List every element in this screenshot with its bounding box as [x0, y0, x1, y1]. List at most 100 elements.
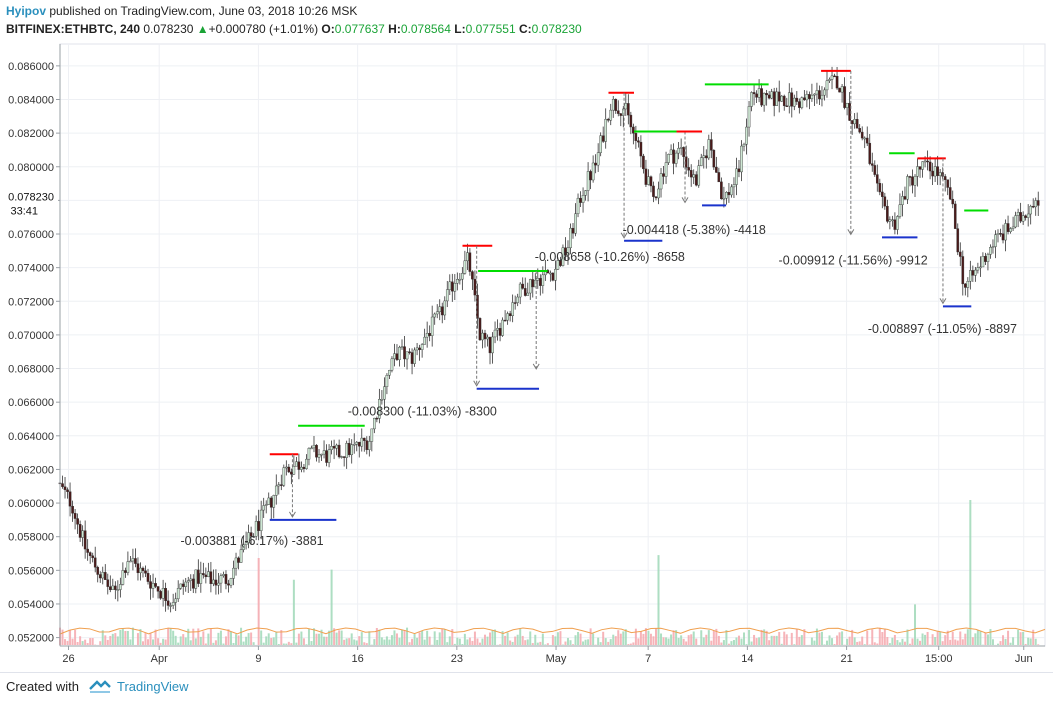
volume-bar	[869, 644, 871, 645]
candle-up	[185, 582, 187, 587]
candle-up	[346, 443, 348, 457]
drawdown-label: -0.008897 (-11.05%) -8897	[868, 322, 1017, 336]
candle-down	[92, 556, 94, 558]
candle-up	[597, 153, 599, 165]
volume-bar	[300, 632, 302, 645]
low-value: 0.077551	[466, 22, 516, 36]
candle-down	[202, 573, 204, 574]
candle-down	[904, 196, 906, 199]
candle-down	[874, 165, 876, 174]
candle-down	[205, 575, 207, 577]
candle-down	[796, 98, 798, 101]
candle-down	[509, 314, 511, 316]
x-tick-label: Apr	[151, 653, 168, 665]
candle-up	[743, 144, 745, 146]
volume-bar	[1027, 638, 1029, 645]
volume-bar	[889, 643, 891, 645]
volume-bar	[456, 638, 458, 645]
y-tick-label: 0.058000	[8, 532, 54, 544]
volume-bar	[441, 628, 443, 645]
candle-down	[650, 177, 652, 186]
volume-bar	[499, 644, 501, 645]
volume-bar	[479, 643, 481, 645]
volume-bar	[690, 634, 692, 645]
candle-up	[117, 590, 119, 591]
candle-up	[921, 162, 923, 170]
volume-bar	[1037, 644, 1039, 645]
candle-up	[793, 98, 795, 106]
candle-down	[237, 558, 239, 563]
volume-bar	[494, 630, 496, 645]
candle-up	[969, 270, 971, 281]
volume-bar	[331, 570, 333, 645]
candle-down	[861, 132, 863, 138]
candle-down	[315, 445, 317, 457]
candle-up	[195, 570, 197, 588]
volume-bar	[917, 639, 919, 645]
candle-up	[336, 445, 338, 448]
candle-down	[808, 94, 810, 98]
candle-up	[781, 96, 783, 101]
candle-up	[207, 572, 209, 577]
candle-up	[542, 275, 544, 286]
tradingview-link[interactable]: TradingView	[117, 679, 189, 694]
volume-bar	[160, 643, 162, 645]
volume-bar	[627, 644, 629, 645]
volume-bar	[305, 644, 307, 645]
candle-down	[718, 172, 720, 181]
candle-down	[766, 93, 768, 95]
volume-bar	[791, 633, 793, 645]
volume-bar	[165, 640, 167, 645]
volume-bar	[265, 636, 267, 645]
candle-down	[783, 96, 785, 106]
tradingview-logo-icon[interactable]	[88, 678, 112, 694]
volume-bar	[378, 630, 380, 645]
candle-up	[398, 347, 400, 360]
drawdown-label: -0.008300 (-11.03%) -8300	[348, 405, 497, 419]
candle-down	[843, 86, 845, 107]
candle-up	[439, 307, 441, 312]
volume-bar	[735, 637, 737, 645]
candle-up	[406, 352, 408, 359]
candle-up	[328, 450, 330, 463]
candle-up	[426, 333, 428, 337]
candle-up	[569, 228, 571, 248]
candle-down	[94, 558, 96, 567]
candle-down	[879, 183, 881, 192]
candle-down	[710, 140, 712, 151]
candle-up	[997, 233, 999, 234]
candle-down	[499, 328, 501, 335]
volume-bar	[222, 644, 224, 645]
volume-bar	[316, 634, 318, 645]
candle-down	[77, 519, 79, 525]
volume-bar	[1035, 639, 1037, 645]
volume-bar	[401, 630, 403, 645]
candle-up	[424, 337, 426, 344]
drawdown-label: -0.004418 (-5.38%) -4418	[623, 223, 766, 237]
candle-up	[667, 154, 669, 162]
volume-bar	[356, 640, 358, 645]
volume-bar	[243, 642, 245, 645]
author-link[interactable]: Hyipov	[6, 4, 46, 18]
volume-bar	[738, 636, 740, 645]
volume-bar	[554, 636, 556, 645]
candle-up	[1004, 223, 1006, 240]
candle-up	[300, 467, 302, 469]
close-value: 0.078230	[532, 22, 582, 36]
candle-down	[964, 284, 966, 288]
volume-bar	[959, 631, 961, 645]
candle-down	[713, 150, 715, 167]
volume-bar	[778, 632, 780, 645]
candle-up	[625, 103, 627, 109]
candle-down	[280, 485, 282, 486]
price-chart[interactable]: -0.003881 (-6.17%) -3881-0.008300 (-11.0…	[0, 40, 1053, 670]
candle-up	[373, 418, 375, 429]
candle-down	[64, 487, 66, 490]
y-tick-label: 0.082000	[8, 128, 54, 140]
volume-bar	[416, 638, 418, 645]
volume-bar	[484, 635, 486, 645]
candle-down	[705, 156, 707, 158]
candle-down	[552, 273, 554, 280]
candle-down	[303, 467, 305, 469]
y-tick-label: 0.080000	[8, 162, 54, 174]
